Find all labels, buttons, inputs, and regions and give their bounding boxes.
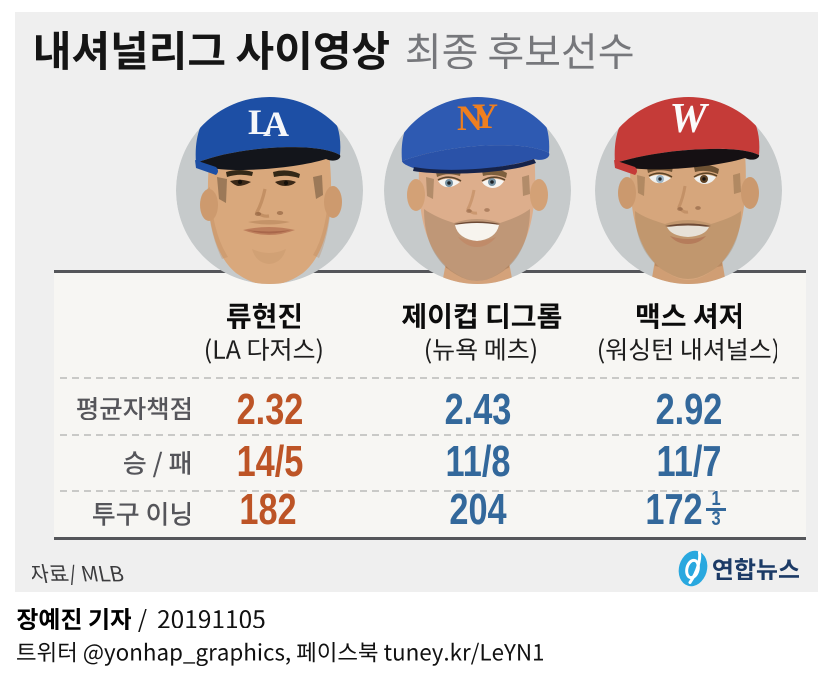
svg-text:W: W [669, 97, 709, 142]
svg-text:Y: Y [472, 97, 498, 136]
svg-text:A: A [263, 104, 289, 144]
svg-text:L: L [247, 102, 271, 142]
svg-text:N: N [457, 98, 483, 138]
